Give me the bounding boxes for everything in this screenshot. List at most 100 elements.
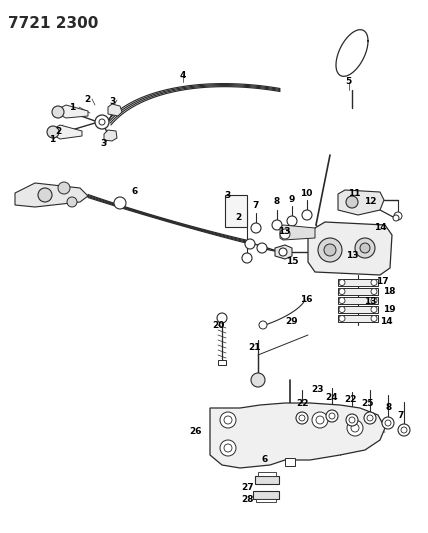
Polygon shape <box>60 105 88 118</box>
Circle shape <box>318 238 342 262</box>
Text: 20: 20 <box>212 320 224 329</box>
Text: 4: 4 <box>180 70 186 79</box>
Bar <box>338 315 378 322</box>
Circle shape <box>324 244 336 256</box>
Circle shape <box>347 420 363 436</box>
Circle shape <box>385 420 391 426</box>
Circle shape <box>299 415 305 421</box>
Text: 23: 23 <box>312 385 324 394</box>
Text: 13: 13 <box>278 227 290 236</box>
Text: 18: 18 <box>383 287 395 296</box>
Circle shape <box>371 288 377 295</box>
Circle shape <box>371 279 377 286</box>
Text: 22: 22 <box>297 399 309 408</box>
Circle shape <box>360 243 370 253</box>
Circle shape <box>346 196 358 208</box>
Text: 14: 14 <box>380 318 392 327</box>
Circle shape <box>287 216 297 226</box>
Circle shape <box>394 212 402 220</box>
Circle shape <box>339 306 345 312</box>
Polygon shape <box>55 125 82 139</box>
Circle shape <box>371 297 377 303</box>
Circle shape <box>346 414 358 426</box>
Circle shape <box>95 115 109 129</box>
Circle shape <box>339 316 345 321</box>
Circle shape <box>224 444 232 452</box>
Circle shape <box>339 288 345 295</box>
Circle shape <box>114 197 126 209</box>
Text: 10: 10 <box>300 189 312 198</box>
Text: 17: 17 <box>376 277 388 286</box>
Text: 28: 28 <box>242 496 254 505</box>
Circle shape <box>280 229 290 239</box>
Circle shape <box>312 412 328 428</box>
Circle shape <box>52 106 64 118</box>
Text: 22: 22 <box>345 395 357 405</box>
Text: 19: 19 <box>383 305 395 314</box>
Text: 25: 25 <box>362 399 374 408</box>
Circle shape <box>349 417 355 423</box>
Circle shape <box>393 215 399 221</box>
Text: 13: 13 <box>364 297 376 306</box>
Text: 29: 29 <box>285 318 298 327</box>
Text: 7: 7 <box>398 410 404 419</box>
Text: 8: 8 <box>274 198 280 206</box>
Circle shape <box>58 182 70 194</box>
Polygon shape <box>104 130 117 141</box>
Circle shape <box>382 417 394 429</box>
Polygon shape <box>108 104 122 116</box>
Circle shape <box>371 316 377 321</box>
Bar <box>256 499 276 502</box>
Bar <box>338 279 378 286</box>
Circle shape <box>371 306 377 312</box>
Bar <box>258 472 276 476</box>
Circle shape <box>398 424 410 436</box>
Circle shape <box>259 321 267 329</box>
Circle shape <box>217 313 227 323</box>
Circle shape <box>251 373 265 387</box>
Bar <box>338 297 378 304</box>
Polygon shape <box>338 190 384 215</box>
Text: 1: 1 <box>49 135 55 144</box>
Text: 2: 2 <box>55 127 61 136</box>
Circle shape <box>38 188 52 202</box>
Text: 16: 16 <box>300 295 312 304</box>
Circle shape <box>296 412 308 424</box>
Circle shape <box>279 248 287 256</box>
Text: 3: 3 <box>110 96 116 106</box>
Circle shape <box>339 297 345 303</box>
Text: 15: 15 <box>286 257 298 266</box>
Text: 7: 7 <box>253 200 259 209</box>
Text: 14: 14 <box>374 222 386 231</box>
Circle shape <box>245 239 255 249</box>
Bar <box>218 360 226 365</box>
Circle shape <box>351 424 359 432</box>
Text: 24: 24 <box>326 393 338 402</box>
Text: 1: 1 <box>69 103 75 112</box>
Polygon shape <box>15 183 88 207</box>
Text: 6: 6 <box>262 456 268 464</box>
Circle shape <box>47 126 59 138</box>
Bar <box>338 306 378 313</box>
Text: 2: 2 <box>235 214 241 222</box>
Text: 9: 9 <box>289 195 295 204</box>
Text: 27: 27 <box>242 482 254 491</box>
Circle shape <box>316 416 324 424</box>
Text: 8: 8 <box>386 402 392 411</box>
Circle shape <box>220 440 236 456</box>
Circle shape <box>251 223 261 233</box>
Circle shape <box>99 119 105 125</box>
Text: 12: 12 <box>364 197 376 206</box>
Polygon shape <box>210 403 385 468</box>
Circle shape <box>302 210 312 220</box>
Circle shape <box>364 412 376 424</box>
Circle shape <box>224 416 232 424</box>
Text: 26: 26 <box>190 427 202 437</box>
Bar <box>225 195 247 227</box>
Text: 11: 11 <box>348 190 360 198</box>
Bar <box>285 458 295 466</box>
Circle shape <box>401 427 407 433</box>
Circle shape <box>272 220 282 230</box>
Polygon shape <box>280 225 315 240</box>
Text: 13: 13 <box>346 251 358 260</box>
